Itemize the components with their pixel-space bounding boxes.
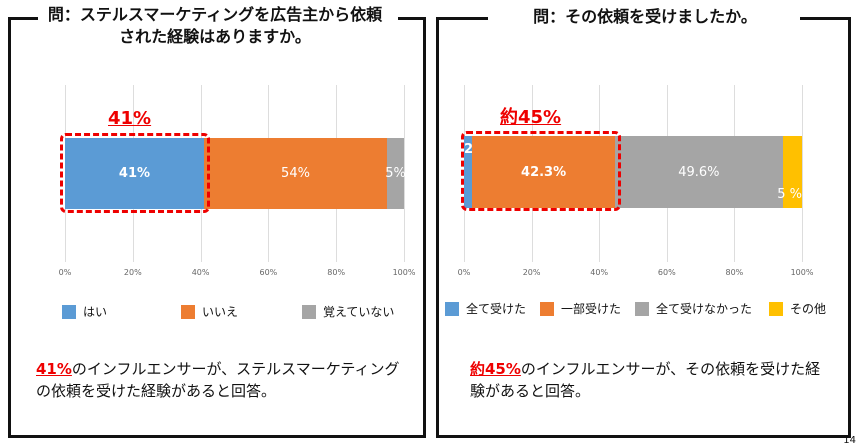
summary-text: のインフルエンサーが、その依頼を受けた経験があると回答。 xyxy=(470,360,821,400)
highlight-dashed-box xyxy=(461,131,621,211)
x-tick-label: 40% xyxy=(590,268,609,277)
x-tick-label: 100% xyxy=(790,268,814,277)
x-tick-label: 60% xyxy=(259,268,278,277)
legend-item: 一部受けた xyxy=(540,300,621,317)
gridline xyxy=(802,85,803,262)
legend-label: はい xyxy=(83,305,108,319)
data-label: 41% xyxy=(118,166,151,181)
summary-highlight: 41% xyxy=(36,360,72,378)
legend-swatch xyxy=(445,301,459,316)
summary-highlight: 約45% xyxy=(470,360,521,378)
legend-item: 覚えていない xyxy=(302,303,394,320)
legend-swatch xyxy=(302,304,316,319)
data-label: 5 % xyxy=(777,187,802,202)
right-panel xyxy=(436,17,851,438)
bar-segment-3: 49.6% xyxy=(615,136,783,208)
callout-label: 約45% xyxy=(500,107,562,128)
x-tick-label: 100% xyxy=(392,268,416,277)
bar-segment-3: 5% xyxy=(385,138,406,209)
summary-text: のインフルエンサーが、ステルスマーケティングの依頼を受けた経験があると回答。 xyxy=(36,360,400,400)
legend-swatch xyxy=(540,301,554,316)
left-summary: 41%のインフルエンサーが、ステルスマーケティングの依頼を受けた経験があると回答… xyxy=(36,358,406,402)
legend-item: 全て受けなかった xyxy=(635,300,752,317)
data-label: 54% xyxy=(281,166,310,181)
x-tick-label: 80% xyxy=(725,268,744,277)
legend-swatch xyxy=(62,304,76,319)
legend-item: 全て受けた xyxy=(445,300,526,317)
legend-item: はい xyxy=(62,303,107,320)
legend-swatch xyxy=(181,304,195,319)
left-panel xyxy=(8,17,426,438)
bar-segment-1: 41% xyxy=(65,138,204,209)
data-label: 49.6% xyxy=(678,164,720,180)
highlight-dashed-box xyxy=(60,133,210,213)
x-tick-label: 60% xyxy=(657,268,676,277)
legend-item: いいえ xyxy=(181,303,238,320)
data-label: 42.3% xyxy=(521,164,567,180)
callout-label: 41% xyxy=(108,108,152,129)
x-tick-label: 80% xyxy=(327,268,346,277)
legend-label: 全て受けなかった xyxy=(656,302,753,316)
legend-swatch xyxy=(635,301,649,316)
x-tick-label: 40% xyxy=(191,268,210,277)
legend-label: 覚えていない xyxy=(323,305,395,319)
legend-swatch xyxy=(769,301,783,316)
x-tick-label: 0% xyxy=(58,268,72,277)
legend-label: いいえ xyxy=(202,305,239,319)
legend-label: その他 xyxy=(790,302,827,316)
data-label: 5% xyxy=(385,166,406,181)
x-tick-label: 20% xyxy=(522,268,541,277)
legend-label: 全て受けた xyxy=(466,302,527,316)
right-chart-title: 問：その依頼を受けましたか。 xyxy=(490,6,800,28)
bar-segment-2: 42.3% xyxy=(472,136,616,208)
legend-label: 一部受けた xyxy=(561,302,622,316)
bar-segment-2: 54% xyxy=(203,138,388,209)
gridline xyxy=(404,85,405,262)
left-chart-title: 問：ステルスマーケティングを広告主から依頼された経験はありますか。 xyxy=(40,4,390,48)
right-summary: 約45%のインフルエンサーが、その依頼を受けた経験があると回答。 xyxy=(470,358,835,402)
legend-item: その他 xyxy=(769,300,826,317)
x-tick-label: 20% xyxy=(123,268,142,277)
x-tick-label: 0% xyxy=(457,268,471,277)
bar-segment-4: 5 % xyxy=(777,136,802,208)
page-number: 14 xyxy=(843,435,856,446)
